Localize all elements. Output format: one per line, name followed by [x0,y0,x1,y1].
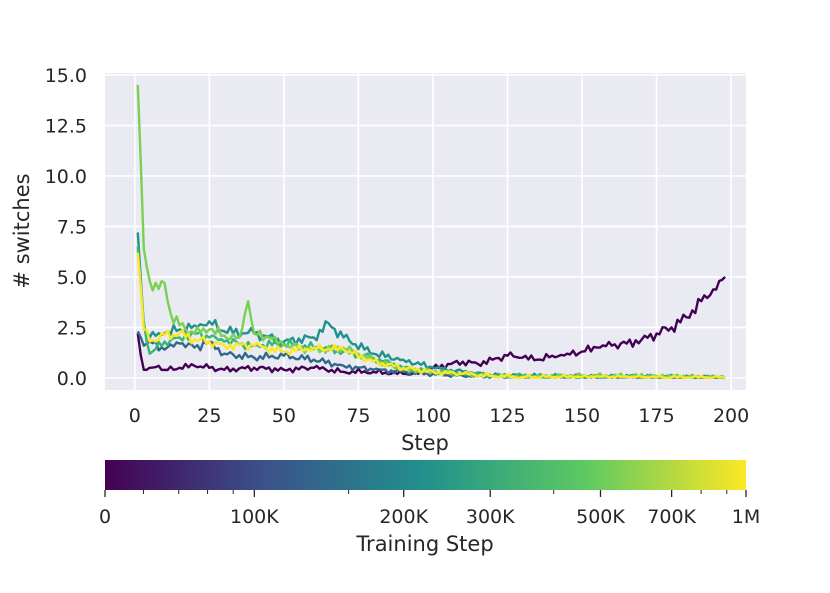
x-tick-label: 100 [415,405,451,427]
colorbar-tick-label: 100K [230,506,279,528]
series-line [136,252,726,380]
colorbar-label: Training Step [355,532,493,556]
x-tick-label: 150 [564,405,600,427]
colorbar-tick-label: 500K [576,506,625,528]
plot-area [105,73,746,390]
x-tick-label: 175 [638,405,674,427]
colorbar-tick-label: 0 [99,506,111,528]
series-line [136,276,726,377]
colorbar-tick-label: 700K [647,506,696,528]
colorbar-ticks: 0 100K 200K 300K 500K 700K 1M [99,490,760,528]
colorbar-tick-label: 200K [379,506,428,528]
x-tick-label: 0 [129,405,141,427]
y-tick-label: 7.5 [57,216,87,238]
y-tick-label: 0.0 [57,368,87,390]
y-axis-label: # switches [10,173,34,288]
colorbar [105,460,746,490]
x-tick-label: 200 [713,405,749,427]
colorbar-tick-label: 300K [466,506,515,528]
x-axis-label: Step [401,431,449,455]
x-tick-label: 50 [272,405,296,427]
x-tick-label: 25 [197,405,221,427]
y-tick-label: 2.5 [57,317,87,339]
y-tick-label: 5.0 [57,267,87,289]
x-tick-label: 75 [346,405,370,427]
colorbar-tick-label: 1M [732,506,760,528]
y-tick-labels: 0.0 2.5 5.0 7.5 10.0 12.5 15.0 [45,65,87,390]
x-tick-labels: 0 25 50 75 100 125 150 175 200 [129,405,749,427]
y-tick-label: 12.5 [45,115,87,137]
series-lines [136,85,726,380]
x-tick-label: 125 [489,405,525,427]
y-tick-label: 10.0 [45,166,87,188]
y-tick-label: 15.0 [45,65,87,87]
